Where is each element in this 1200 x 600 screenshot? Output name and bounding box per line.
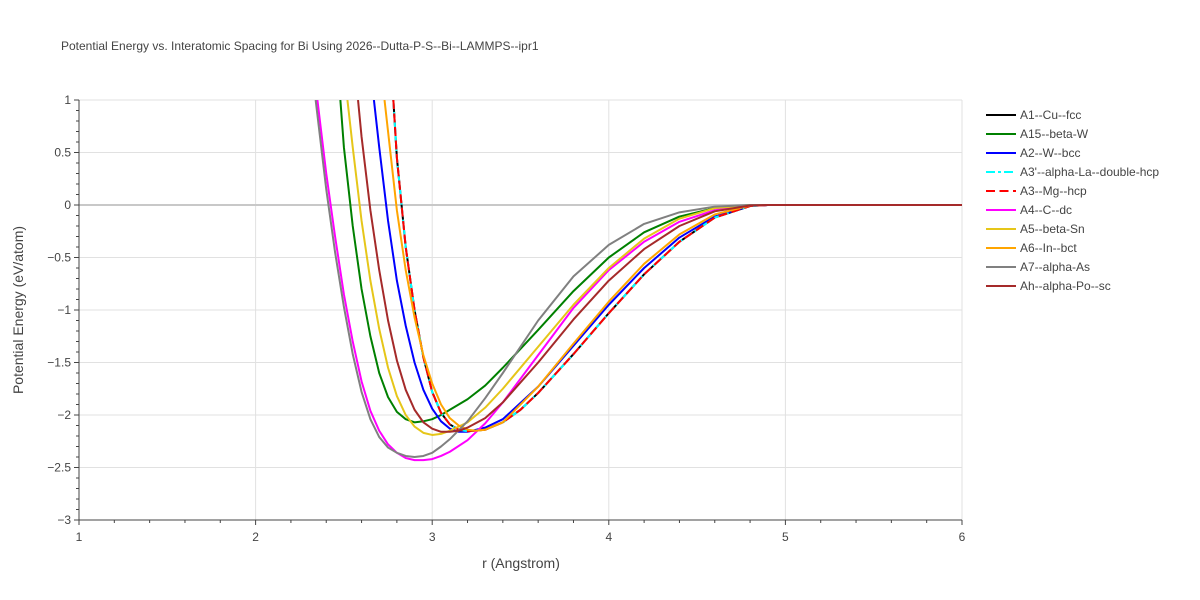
series-line-4 <box>392 100 962 433</box>
series-line-9 <box>357 100 962 433</box>
y-tick-label: −2 <box>57 408 71 422</box>
series-line-5 <box>316 100 962 462</box>
x-tick-label: 2 <box>252 530 259 544</box>
y-axis-title: Potential Energy (eV/atom) <box>10 226 26 394</box>
legend-label-9: Ah--alpha-Po--sc <box>1020 279 1111 293</box>
legend-label-5: A4--C--dc <box>1020 203 1072 217</box>
chart-title: Potential Energy vs. Interatomic Spacing… <box>61 39 539 53</box>
y-tick-label: −1.5 <box>47 356 71 370</box>
series-line-6 <box>346 100 962 436</box>
legend-label-2: A2--W--bcc <box>1020 146 1080 160</box>
x-tick-label: 4 <box>605 530 612 544</box>
legend-label-6: A5--beta-Sn <box>1020 222 1085 236</box>
legend-label-4: A3--Mg--hcp <box>1020 184 1087 198</box>
legend-label-8: A7--alpha-As <box>1020 260 1090 274</box>
x-tick-label: 1 <box>76 530 83 544</box>
series-line-0 <box>392 100 962 433</box>
y-tick-label: −3 <box>57 513 71 527</box>
y-tick-label: −2.5 <box>47 461 71 475</box>
plot-area <box>314 100 962 462</box>
legend: A1--Cu--fcc A15--beta-W A2--W--bcc A3'--alp… <box>986 108 1159 293</box>
legend-label-0: A1--Cu--fcc <box>1020 108 1081 122</box>
series-line-8 <box>314 100 962 458</box>
y-tick-label: 0 <box>64 198 71 212</box>
series-line-3 <box>392 100 962 433</box>
y-tick-label: 0.5 <box>54 146 71 160</box>
x-tick-label: 5 <box>782 530 789 544</box>
x-axis-title: r (Angstrom) <box>482 555 560 571</box>
y-tick-label: −0.5 <box>47 251 71 265</box>
legend-label-7: A6--In--bct <box>1020 241 1077 255</box>
x-tick-label: 6 <box>959 530 966 544</box>
axis-layer: 1 2 3 4 5 6 1 0.5 0 −0.5 −1 −1.5 −2 −2.5 −3 <box>47 93 965 544</box>
y-tick-label: 1 <box>64 93 71 107</box>
legend-label-1: A15--beta-W <box>1020 127 1089 141</box>
legend-label-3: A3'--alpha-La--double-hcp <box>1020 165 1159 179</box>
series-line-7 <box>383 100 962 432</box>
y-tick-label: −1 <box>57 303 71 317</box>
series-line-2 <box>372 100 962 433</box>
x-tick-label: 3 <box>429 530 436 544</box>
grid-layer <box>79 99 963 520</box>
